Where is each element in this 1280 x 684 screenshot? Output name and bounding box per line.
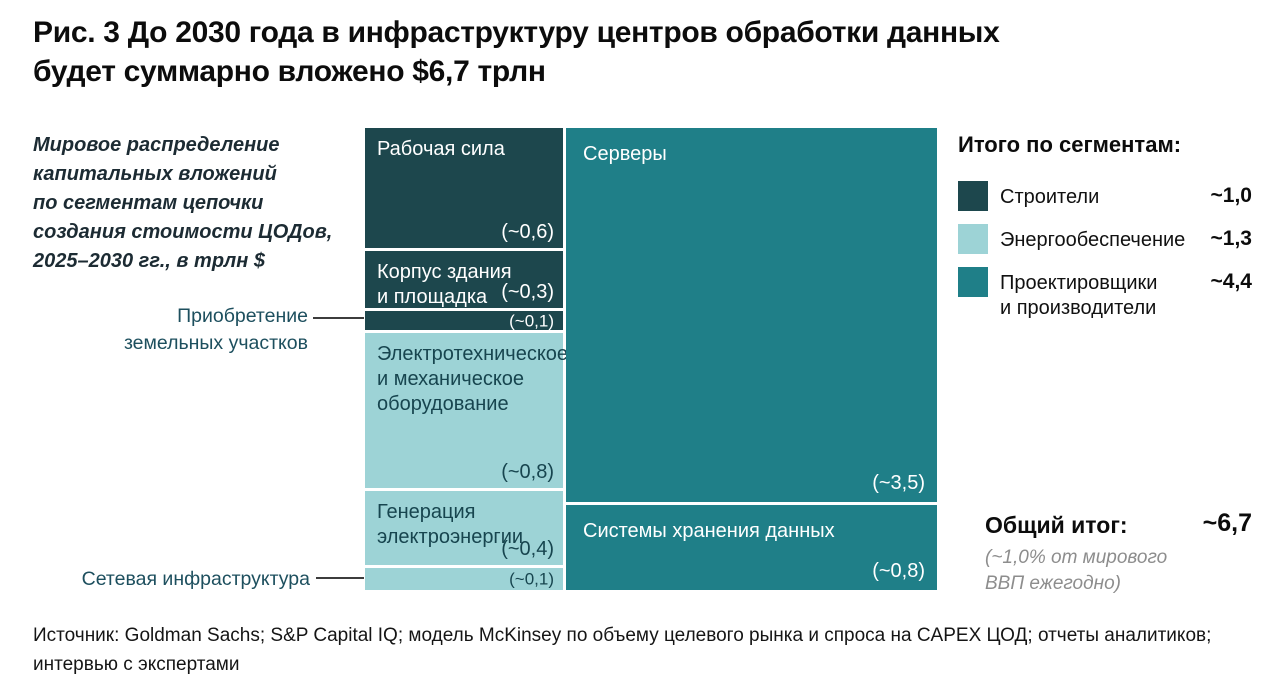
grand-total-label: Общий итог: [985,512,1128,538]
callout-label-land-acquisition: Приобретение земельных участков [123,305,308,354]
legend-swatch-builders [958,181,988,211]
treemap-block-building-shell: Корпус здания и площадка (~0,3) [365,251,563,308]
legend-value-energy-supply: ~1,3 [1210,227,1252,250]
block-value: (~0,1) [509,569,554,589]
block-value: (~0,3) [501,281,554,303]
block-value: (~0,8) [872,560,925,582]
block-label: Корпус здания и площадка [377,261,512,308]
callout-line-land-acquisition [313,317,364,319]
legend-label-designers-manufacturers: Проектировщики и производители [1000,272,1158,319]
legend-swatch-energy-supply [958,224,988,254]
legend-label-builders: Строители [1000,186,1100,208]
legend-swatch-designers-manufacturers [958,267,988,297]
block-value: (~3,5) [872,472,925,494]
treemap-block-power-generation: Генерация электроэнергии (~0,4) [365,491,563,565]
block-value: (~0,1) [509,311,554,330]
block-label: Серверы [583,143,667,165]
block-label: Генерация электроэнергии [377,501,524,548]
callout-label-network-infrastructure: Сетевая инфраструктура [81,568,310,590]
treemap-block-servers: Серверы (~3,5) [566,128,937,502]
block-label: Рабочая сила [377,138,505,160]
block-label: Электротехническое и механическое оборуд… [377,343,569,415]
figure-title: Рис. 3 До 2030 года в инфраструктуру цен… [33,16,1000,88]
treemap-block-labor-force: Рабочая сила (~0,6) [365,128,563,248]
block-value: (~0,8) [501,461,554,483]
source-note: Источник: Goldman Sachs; S&P Capital IQ;… [33,625,1212,675]
grand-total-note: (~1,0% от мирового ВВП ежегодно) [985,547,1168,594]
treemap-block-network-infrastructure: (~0,1) [365,568,563,590]
legend-value-designers-manufacturers: ~4,4 [1210,270,1252,293]
treemap-block-electrical-mechanical: Электротехническое и механическое оборуд… [365,333,569,488]
legend-title: Итого по сегментам: [958,132,1182,157]
callout-line-network-infrastructure [316,577,364,579]
treemap-block-land-acquisition: (~0,1) [365,311,563,330]
block-value: (~0,6) [501,221,554,243]
block-label: Системы хранения данных [583,520,835,542]
treemap-block-storage-systems: Системы хранения данных (~0,8) [566,505,937,590]
block-value: (~0,4) [501,538,554,560]
grand-total-value: ~6,7 [1202,509,1252,537]
figure-subtitle: Мировое распределение капитальных вложен… [33,134,333,272]
legend-label-energy-supply: Энергообеспечение [1000,229,1186,251]
legend-value-builders: ~1,0 [1210,184,1252,207]
